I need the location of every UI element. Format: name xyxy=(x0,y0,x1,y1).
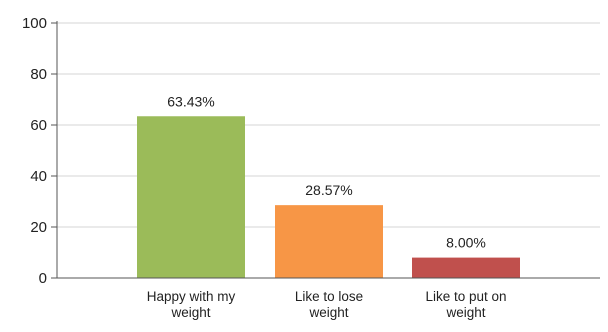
x-category-label: Like to lose xyxy=(295,289,363,304)
y-axis-ticks: 0 20 40 60 80 100 xyxy=(22,15,57,287)
bars xyxy=(137,116,520,278)
x-category-label: weight xyxy=(170,305,210,320)
y-tick-label: 40 xyxy=(30,168,47,185)
x-category-label: Happy with my xyxy=(147,289,236,304)
y-tick-label: 0 xyxy=(39,270,47,287)
data-label: 63.43% xyxy=(167,93,214,109)
axes xyxy=(56,21,600,279)
x-category-label: weight xyxy=(445,305,485,320)
bar xyxy=(275,205,383,278)
x-category-label: weight xyxy=(308,305,348,320)
bar xyxy=(412,257,520,278)
y-tick-label: 80 xyxy=(30,66,47,83)
data-labels: 63.43% 28.57% 8.00% xyxy=(167,93,486,250)
data-label: 8.00% xyxy=(446,235,486,251)
y-tick-label: 20 xyxy=(30,219,47,236)
y-tick-label: 100 xyxy=(22,15,47,32)
bar xyxy=(137,116,245,278)
y-tick-label: 60 xyxy=(30,117,47,134)
data-label: 28.57% xyxy=(305,182,352,198)
x-category-label: Like to put on xyxy=(425,289,506,304)
